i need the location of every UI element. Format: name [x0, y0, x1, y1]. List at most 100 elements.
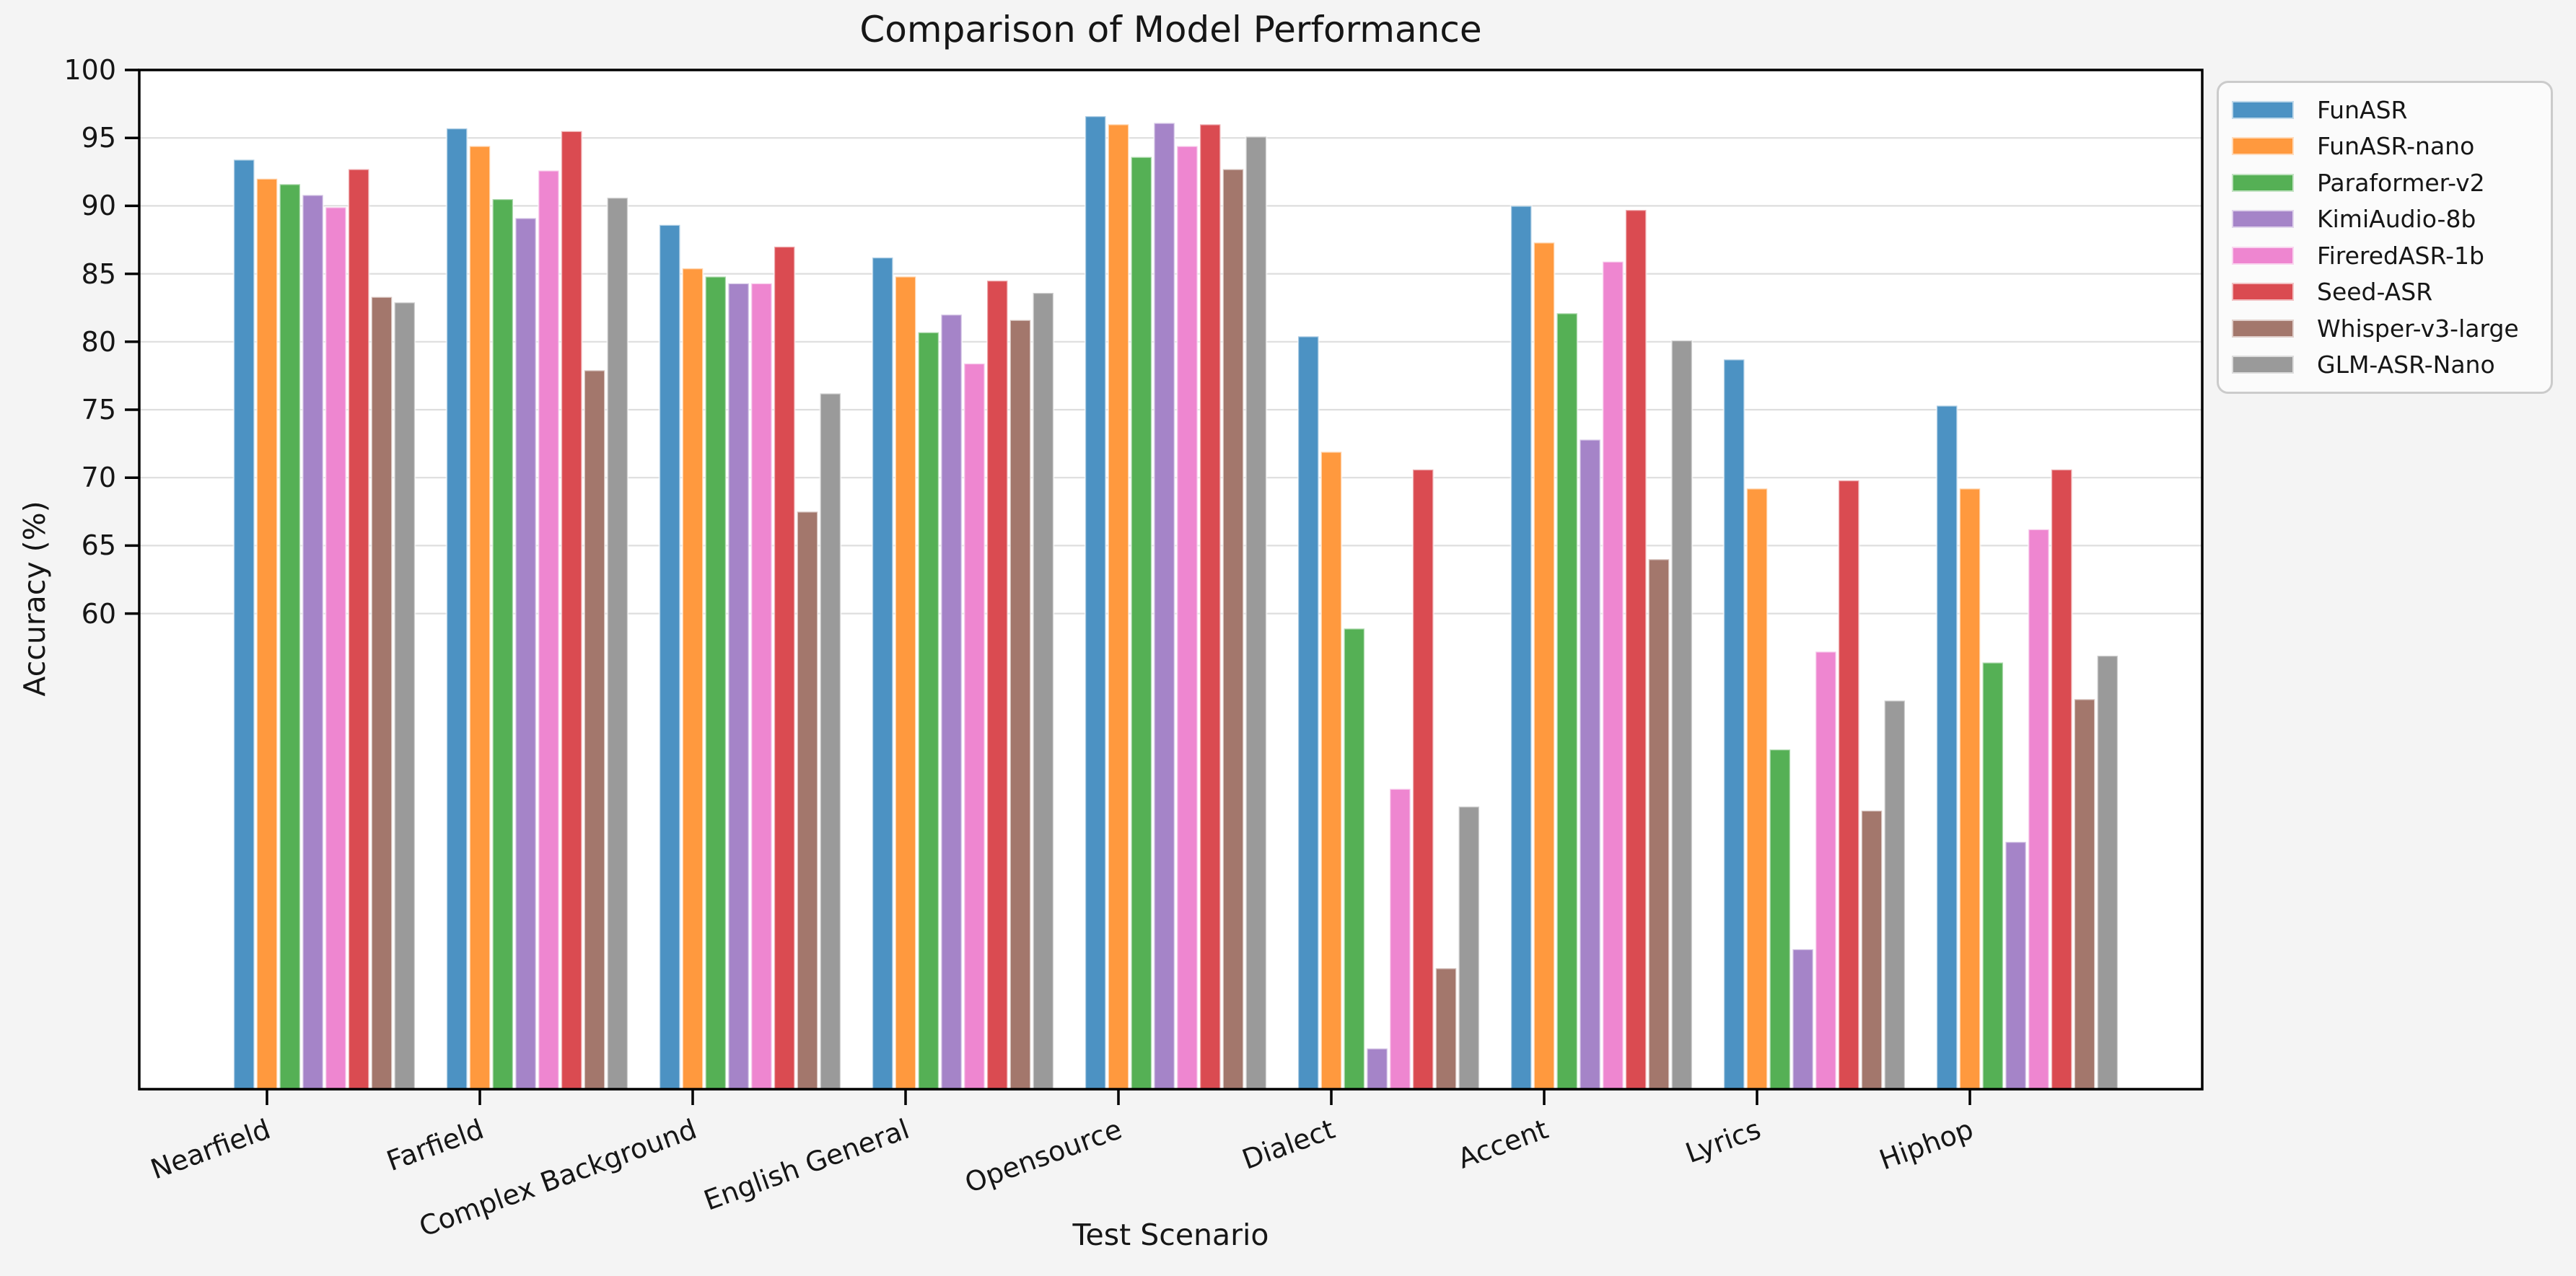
bar-funasr-lyrics [1722, 358, 1745, 1091]
bar-paraformer-v2-accent [1556, 312, 1579, 1091]
bar-fireredasr-1b-english-general [963, 362, 986, 1091]
bar-fireredasr-1b-hiphop [2027, 528, 2050, 1091]
bar-whisper-v3-large-hiphop [2073, 698, 2096, 1091]
bar-whisper-v3-large-accent [1647, 558, 1670, 1091]
bar-funasr-nano-nearfield [255, 177, 279, 1091]
y-tick-label: 80 [81, 325, 116, 358]
bar-funasr-opensource [1084, 115, 1107, 1091]
bar-funasr-nano-dialect [1320, 451, 1343, 1091]
bar-whisper-v3-large-english-general [1009, 319, 1032, 1091]
bar-glm-asr-nano-hiphop [2096, 654, 2119, 1091]
bar-seed-asr-dialect [1411, 468, 1434, 1091]
bar-paraformer-v2-lyrics [1769, 748, 1792, 1091]
plot-border [138, 69, 2204, 1091]
bar-fireredasr-1b-complex-background [750, 282, 773, 1091]
bar-funasr-nearfield [232, 159, 255, 1091]
bar-kimiaudio-8b-hiphop [2005, 840, 2028, 1091]
legend: FunASR FunASR-nano Paraformer-v2 KimiAudio-… [2217, 81, 2553, 394]
bar-fireredasr-1b-dialect [1388, 788, 1411, 1091]
bar-glm-asr-nano-opensource [1245, 136, 1268, 1091]
bar-paraformer-v2-hiphop [1981, 661, 2005, 1091]
bar-seed-asr-lyrics [1837, 479, 1860, 1091]
bar-seed-asr-accent [1624, 208, 1647, 1091]
bar-seed-asr-farfield [560, 130, 583, 1091]
y-tick-label: 75 [81, 394, 116, 426]
bar-seed-asr-english-general [986, 279, 1009, 1091]
bar-glm-asr-nano-lyrics [1883, 699, 1906, 1091]
bar-seed-asr-nearfield [347, 168, 370, 1091]
bar-funasr-nano-accent [1533, 242, 1556, 1091]
bar-paraformer-v2-farfield [491, 198, 514, 1091]
y-tick-label: 65 [81, 529, 116, 562]
y-tick-label: 70 [81, 462, 116, 494]
bar-paraformer-v2-nearfield [279, 183, 302, 1091]
bar-glm-asr-nano-nearfield [393, 301, 416, 1091]
legend-label: FireredASR-1b [2317, 241, 2484, 270]
legend-label: GLM-ASR-Nano [2317, 351, 2495, 379]
bar-funasr-nano-hiphop [1958, 488, 1981, 1091]
bar-paraformer-v2-complex-background [704, 276, 727, 1091]
bar-funasr-nano-english-general [894, 276, 917, 1091]
legend-label: Paraformer-v2 [2317, 168, 2485, 197]
legend-swatch [2232, 246, 2294, 265]
bar-funasr-nano-lyrics [1745, 488, 1769, 1091]
bar-whisper-v3-large-opensource [1222, 168, 1245, 1091]
bar-kimiaudio-8b-english-general [940, 313, 963, 1091]
bar-seed-asr-opensource [1199, 123, 1222, 1091]
bar-fireredasr-1b-nearfield [324, 206, 347, 1091]
legend-swatch [2232, 137, 2294, 156]
legend-swatch [2232, 173, 2294, 192]
y-tick-label: 85 [81, 258, 116, 290]
y-tick-label: 100 [63, 54, 116, 86]
bar-glm-asr-nano-complex-background [819, 392, 842, 1091]
legend-label: KimiAudio-8b [2317, 205, 2476, 234]
bar-fireredasr-1b-lyrics [1814, 651, 1837, 1091]
legend-swatch [2232, 319, 2294, 338]
legend-label: Whisper-v3-large [2317, 314, 2519, 343]
legend-label: Seed-ASR [2317, 278, 2433, 307]
legend-item-seed-asr: Seed-ASR [2232, 274, 2551, 311]
bar-funasr-accent [1510, 205, 1533, 1091]
bar-whisper-v3-large-complex-background [796, 511, 819, 1091]
bar-kimiaudio-8b-farfield [514, 217, 538, 1091]
chart-title: Comparison of Model Performance [859, 9, 1482, 50]
legend-swatch [2232, 356, 2294, 374]
legend-swatch [2232, 100, 2294, 119]
bar-glm-asr-nano-dialect [1458, 805, 1481, 1091]
bar-glm-asr-nano-accent [1670, 339, 1694, 1091]
bar-paraformer-v2-english-general [917, 331, 940, 1091]
legend-label: FunASR-nano [2317, 132, 2475, 161]
legend-item-funasr-nano: FunASR-nano [2232, 128, 2551, 165]
bar-funasr-nano-opensource [1107, 123, 1130, 1091]
bar-kimiaudio-8b-opensource [1153, 122, 1176, 1091]
bar-funasr-dialect [1297, 335, 1320, 1091]
legend-label: FunASR [2317, 95, 2408, 124]
legend-item-glm-asr-nano: GLM-ASR-Nano [2232, 347, 2551, 384]
bar-fireredasr-1b-opensource [1175, 145, 1199, 1091]
bar-kimiaudio-8b-nearfield [302, 194, 325, 1091]
bar-paraformer-v2-dialect [1343, 628, 1366, 1091]
bar-whisper-v3-large-farfield [583, 369, 606, 1091]
legend-item-fireredasr-1b: FireredASR-1b [2232, 237, 2551, 274]
y-tick-label: 90 [81, 190, 116, 222]
legend-item-funasr: FunASR [2232, 92, 2551, 128]
x-axis-label: Test Scenario [1072, 1218, 1269, 1252]
bar-seed-asr-complex-background [773, 245, 796, 1091]
bar-funasr-nano-farfield [468, 145, 491, 1091]
bar-whisper-v3-large-dialect [1434, 967, 1458, 1091]
bar-fireredasr-1b-farfield [537, 170, 560, 1091]
bar-seed-asr-hiphop [2050, 468, 2073, 1091]
bar-funasr-farfield [445, 127, 468, 1091]
bar-whisper-v3-large-nearfield [370, 296, 393, 1091]
bar-kimiaudio-8b-complex-background [727, 282, 750, 1091]
y-tick-label: 95 [81, 122, 116, 154]
legend-item-kimiaudio-8b: KimiAudio-8b [2232, 201, 2551, 238]
legend-swatch [2232, 283, 2294, 302]
bar-kimiaudio-8b-lyrics [1792, 948, 1815, 1091]
y-tick-label: 60 [81, 597, 116, 630]
bar-kimiaudio-8b-accent [1579, 439, 1602, 1091]
bar-funasr-hiphop [1935, 405, 1958, 1091]
legend-item-whisper-v3-large: Whisper-v3-large [2232, 310, 2551, 347]
